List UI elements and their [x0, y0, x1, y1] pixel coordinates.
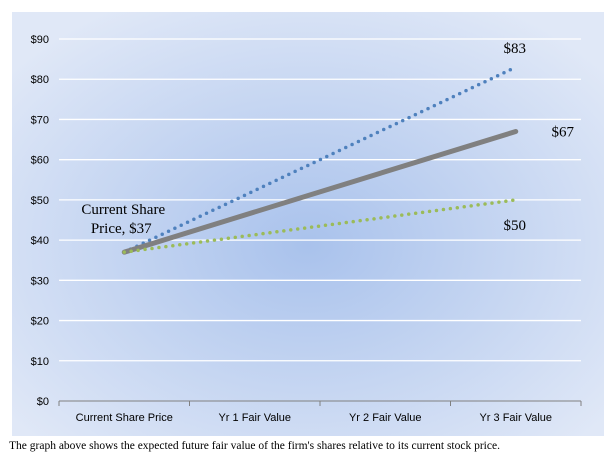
y-tick-label: $10: [31, 356, 49, 368]
data-label: $67: [552, 125, 575, 141]
x-tick-label: Yr 2 Fair Value: [349, 412, 422, 424]
chart: $0 $10 $20 $30 $40 $50 $60 $70 $80 $90 Current Sha…: [12, 12, 604, 436]
series-line-2: [122, 198, 518, 254]
x-tick-label: Current Share Price: [76, 412, 173, 424]
y-tick-label: $70: [31, 114, 49, 126]
y-tick-label: $20: [31, 316, 49, 328]
line-chart-svg: $0 $10 $20 $30 $40 $50 $60 $70 $80 $90 Current Sha…: [12, 12, 604, 436]
y-tick-label: $50: [31, 195, 49, 207]
chart-background: [12, 12, 604, 436]
annotation-current-price: Price, $37: [91, 221, 152, 237]
y-tick-label: $40: [31, 235, 49, 247]
series-line-1: [121, 129, 519, 255]
y-tick-label: $90: [31, 34, 49, 46]
series-line-0: [122, 65, 518, 254]
y-tick-label: $80: [31, 74, 49, 86]
y-tick-label: $0: [37, 396, 49, 408]
x-tick-label: Yr 3 Fair Value: [479, 412, 552, 424]
data-label: $83: [504, 41, 527, 57]
y-tick-label: $60: [31, 155, 49, 167]
y-tick-label: $30: [31, 275, 49, 287]
chart-caption: The graph above shows the expected futur…: [9, 440, 500, 452]
x-tick-label: Yr 1 Fair Value: [218, 412, 291, 424]
annotation-current-share: Current Share: [81, 202, 165, 218]
data-label: $50: [504, 218, 527, 234]
